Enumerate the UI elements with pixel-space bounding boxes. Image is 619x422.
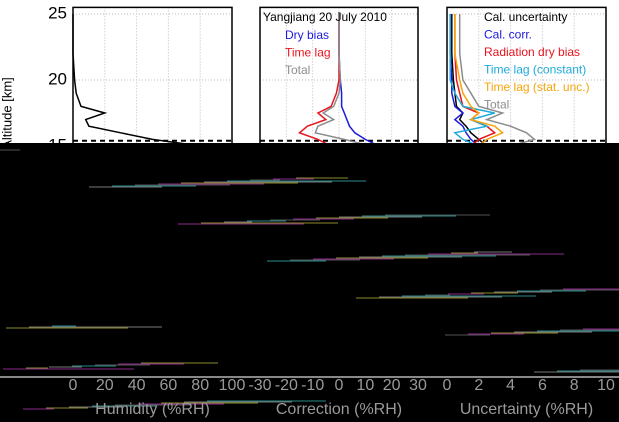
legend-label: Total <box>285 63 310 77</box>
legend-label: Total <box>484 98 509 112</box>
annotation: Yangjiang 20 July 2010 <box>263 10 387 24</box>
legend-label: Cal. corr. <box>484 28 532 42</box>
legend-label: Time lag <box>285 46 331 60</box>
x-tick-label: 6 <box>538 377 547 394</box>
legend-label: Dry bias <box>285 28 329 42</box>
x-tick-label: 10 <box>597 377 615 394</box>
legend-label: Time lag (constant) <box>484 63 586 77</box>
y-axis-label: Altitude [km] <box>0 77 14 149</box>
x-tick-label: 0 <box>443 377 452 394</box>
x-tick-label: 4 <box>506 377 515 394</box>
legend-label: Time lag (stat. unc.) <box>484 80 590 94</box>
x-tick-label: 0 <box>69 377 78 394</box>
x-tick-label: -10 <box>301 377 324 394</box>
x-tick-label: 30 <box>409 377 427 394</box>
x-tick-label: 0 <box>335 377 344 394</box>
x-tick-label: 8 <box>570 377 579 394</box>
x-tick-label: 60 <box>160 377 178 394</box>
x-tick-label: 10 <box>356 377 374 394</box>
legend-label: Radiation dry bias <box>484 45 580 59</box>
y-tick-label: 20 <box>48 69 67 88</box>
x-tick-label: 100 <box>219 377 246 394</box>
x-tick-label: 40 <box>128 377 146 394</box>
x-tick-label: 2 <box>474 377 483 394</box>
y-tick-label: 25 <box>48 3 67 22</box>
x-axis-label: Uncertainty (%RH) <box>460 401 593 418</box>
legend-label: Cal. uncertainty <box>484 10 567 24</box>
x-tick-label: 20 <box>96 377 114 394</box>
corrupted-region <box>0 143 619 422</box>
x-tick-label: 20 <box>383 377 401 394</box>
x-tick-label: -30 <box>248 377 271 394</box>
x-tick-label: 80 <box>191 377 209 394</box>
x-tick-label: -20 <box>275 377 298 394</box>
axis-band <box>0 376 619 378</box>
x-axis-label: Correction (%RH) <box>276 401 402 418</box>
x-axis-label: Humidity (%RH) <box>95 401 210 418</box>
